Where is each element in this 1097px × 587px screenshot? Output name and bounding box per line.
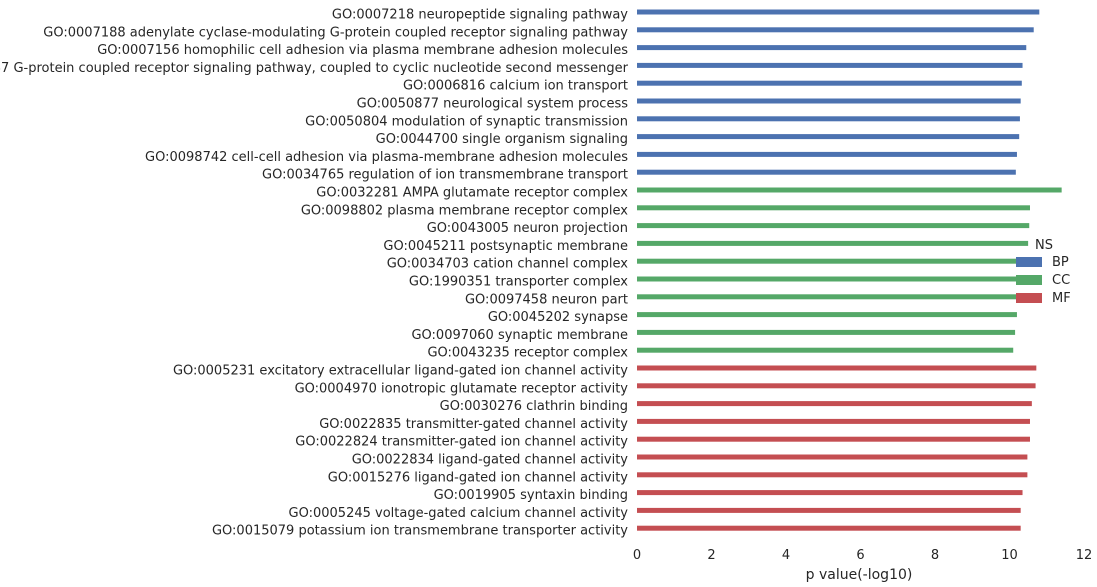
legend-swatch-cc xyxy=(1016,275,1042,285)
category-label: GO:0043235 receptor complex xyxy=(427,346,628,361)
x-tick-label: 10 xyxy=(1001,548,1018,563)
category-label: GO:0098742 cell-cell adhesion via plasma… xyxy=(145,150,628,165)
bar-mf xyxy=(637,525,1021,531)
x-tick-label: 8 xyxy=(931,548,939,563)
category-label: GO:0007188 adenylate cyclase-modulating … xyxy=(43,25,628,40)
bar-cc xyxy=(637,205,1030,211)
category-label: GO:0045202 synapse xyxy=(488,310,628,325)
category-label: GO:0007156 homophilic cell adhesion via … xyxy=(97,43,628,58)
bar-cc xyxy=(637,258,1025,264)
x-tick-label: 0 xyxy=(633,548,641,563)
category-label: GO:0022835 transmitter-gated channel act… xyxy=(319,417,628,432)
bar-cc xyxy=(637,223,1030,229)
legend-label-bp: BP xyxy=(1052,255,1069,270)
category-label: GO:0044700 single organism signaling xyxy=(376,132,628,147)
legend-swatch-bp xyxy=(1016,257,1042,267)
bar-mf xyxy=(637,418,1030,424)
bar-mf xyxy=(637,507,1021,513)
category-label: GO:0097458 neuron part xyxy=(465,292,628,307)
category-label: GO:0097060 synaptic membrane xyxy=(411,328,628,343)
bar-mf xyxy=(637,472,1028,478)
legend-title: NS xyxy=(1035,238,1053,253)
bar-bp xyxy=(637,134,1020,140)
bar-bp xyxy=(637,151,1017,157)
legend-label-mf: MF xyxy=(1052,291,1071,306)
bar-cc xyxy=(637,187,1062,193)
bar-cc xyxy=(637,312,1017,318)
category-labels: GO:0007218 neuropeptide signaling pathwa… xyxy=(0,8,629,539)
category-label: GO:0004970 ionotropic glutamate receptor… xyxy=(295,381,629,396)
x-tick-label: 12 xyxy=(1076,548,1093,563)
category-label: GO:0098802 plasma membrane receptor comp… xyxy=(301,203,628,218)
x-tick-label: 2 xyxy=(707,548,715,563)
category-label: GO:0030276 clathrin binding xyxy=(440,399,628,414)
bar-cc xyxy=(637,240,1029,246)
bar-mf xyxy=(637,383,1036,389)
category-label: GO:1990351 transporter complex xyxy=(409,275,628,290)
category-label: GO:0050877 neurological system process xyxy=(357,97,629,112)
bars-layer xyxy=(637,9,1062,531)
legend-swatch-mf xyxy=(1016,293,1042,303)
bar-mf xyxy=(637,401,1032,407)
bar-mf xyxy=(637,365,1037,371)
category-label: GO:0005231 excitatory extracellular liga… xyxy=(173,364,628,379)
legend-label-cc: CC xyxy=(1052,273,1070,288)
category-label: GO:0022834 ligand-gated channel activity xyxy=(352,453,629,468)
bar-bp xyxy=(637,45,1027,51)
bar-bp xyxy=(637,62,1023,68)
category-label: GO:0007187 G-protein coupled receptor si… xyxy=(0,61,629,76)
category-label: GO:0043005 neuron projection xyxy=(427,221,628,236)
bar-mf xyxy=(637,454,1028,460)
category-label: GO:0022824 transmitter-gated ion channel… xyxy=(295,435,628,450)
bar-cc xyxy=(637,347,1014,353)
category-label: GO:0019905 syntaxin binding xyxy=(434,488,628,503)
bar-bp xyxy=(637,98,1021,104)
x-axis-title: p value(-log10) xyxy=(806,567,913,583)
bar-bp xyxy=(637,9,1040,15)
bar-cc xyxy=(637,294,1021,300)
bar-mf xyxy=(637,436,1030,442)
category-label: GO:0032281 AMPA glutamate receptor compl… xyxy=(316,186,628,201)
category-label: GO:0050804 modulation of synaptic transm… xyxy=(305,114,628,129)
category-label: GO:0015276 ligand-gated ion channel acti… xyxy=(328,470,629,485)
category-label: GO:0045211 postsynaptic membrane xyxy=(383,239,628,254)
x-tick-label: 4 xyxy=(782,548,790,563)
bar-bp xyxy=(637,27,1034,33)
bar-bp xyxy=(637,80,1022,86)
bar-cc xyxy=(637,276,1023,282)
category-label: GO:0034703 cation channel complex xyxy=(387,257,629,272)
legend: NS BP CC MF xyxy=(1016,238,1071,306)
category-label: GO:0005245 voltage-gated calcium channel… xyxy=(289,506,629,521)
category-label: GO:0007218 neuropeptide signaling pathwa… xyxy=(332,8,628,23)
category-label: GO:0006816 calcium ion transport xyxy=(403,79,628,94)
bar-mf xyxy=(637,490,1023,496)
category-label: GO:0015079 potassium ion transmembrane t… xyxy=(212,524,628,539)
x-axis: 0 2 4 6 8 10 12 xyxy=(633,548,1092,563)
bar-bp xyxy=(637,116,1020,122)
bar-bp xyxy=(637,169,1016,175)
x-tick-label: 6 xyxy=(856,548,864,563)
category-label: GO:0034765 regulation of ion transmembra… xyxy=(262,168,628,183)
bar-cc xyxy=(637,329,1016,335)
